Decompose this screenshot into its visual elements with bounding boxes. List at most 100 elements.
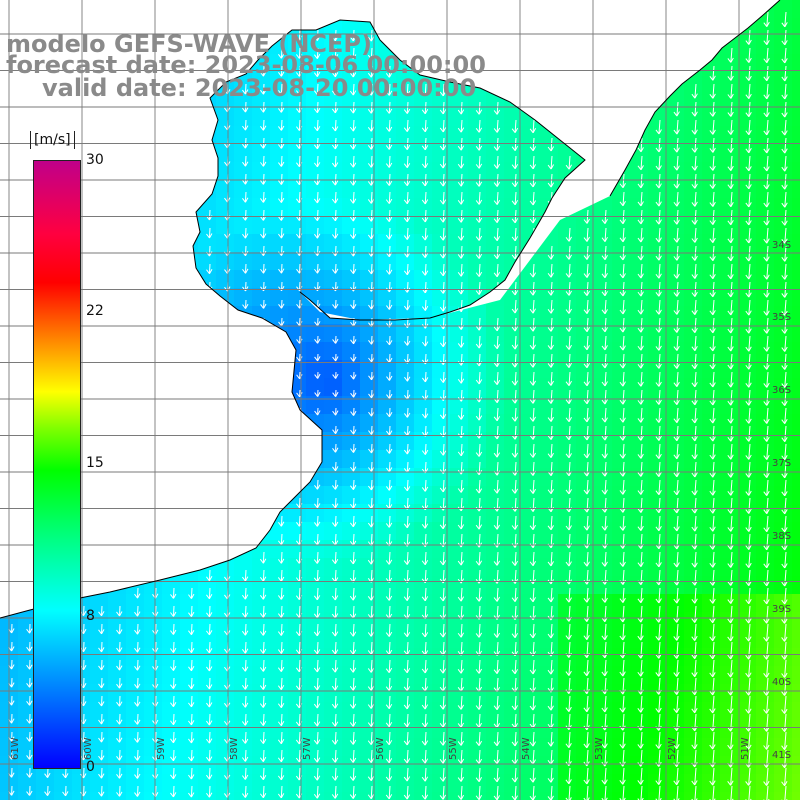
wind-speed-cell bbox=[234, 576, 253, 595]
colorbar-tick-15: 15 bbox=[86, 455, 104, 471]
wind-speed-cell bbox=[432, 486, 451, 505]
wind-speed-cell bbox=[540, 144, 559, 163]
wind-speed-cell bbox=[702, 558, 721, 577]
wind-speed-cell bbox=[378, 432, 397, 451]
wind-speed-cell bbox=[324, 468, 343, 487]
wind-speed-cell bbox=[252, 126, 271, 145]
wind-speed-cell bbox=[504, 612, 523, 631]
wind-speed-cell bbox=[468, 612, 487, 631]
colorbar-tick-22: 22 bbox=[86, 303, 104, 319]
wind-speed-cell bbox=[522, 306, 541, 325]
wind-speed-cell bbox=[792, 774, 800, 793]
wind-speed-cell bbox=[612, 324, 631, 343]
wind-speed-cell bbox=[648, 162, 667, 181]
wind-speed-cell bbox=[486, 108, 505, 127]
wind-speed-cell bbox=[252, 648, 271, 667]
wind-speed-cell bbox=[18, 702, 37, 721]
wind-speed-cell bbox=[162, 774, 181, 793]
wind-speed-cell bbox=[540, 738, 559, 757]
wind-speed-cell bbox=[738, 396, 757, 415]
wind-speed-cell bbox=[738, 126, 757, 145]
wind-arrow bbox=[475, 191, 483, 205]
wind-speed-cell bbox=[720, 792, 739, 800]
wind-speed-cell bbox=[738, 342, 757, 361]
wind-speed-cell bbox=[252, 90, 271, 109]
wind-speed-cell bbox=[774, 360, 793, 379]
wind-speed-cell bbox=[162, 702, 181, 721]
wind-speed-cell bbox=[594, 522, 613, 541]
wind-speed-cell bbox=[342, 720, 361, 739]
wind-arrow bbox=[457, 119, 465, 133]
wind-speed-cell bbox=[180, 612, 199, 631]
wind-speed-cell bbox=[450, 450, 469, 469]
wind-speed-cell bbox=[414, 558, 433, 577]
wind-arrow bbox=[709, 101, 716, 117]
longitude-label: 58W bbox=[229, 737, 240, 760]
wind-speed-cell bbox=[738, 432, 757, 451]
wind-speed-cell bbox=[792, 504, 800, 523]
wind-speed-cell bbox=[288, 198, 307, 217]
wind-speed-cell bbox=[558, 720, 577, 739]
wind-speed-cell bbox=[702, 198, 721, 217]
wind-speed-cell bbox=[216, 234, 235, 253]
wind-speed-cell bbox=[612, 432, 631, 451]
wind-speed-cell bbox=[234, 756, 253, 775]
wind-speed-cell bbox=[432, 720, 451, 739]
wind-speed-cell bbox=[504, 576, 523, 595]
wind-speed-cell bbox=[270, 792, 289, 800]
wind-speed-cell bbox=[558, 684, 577, 703]
wind-speed-cell bbox=[306, 684, 325, 703]
wind-speed-cell bbox=[630, 324, 649, 343]
wind-speed-cell bbox=[450, 486, 469, 505]
wind-arrow bbox=[745, 65, 752, 81]
wind-speed-cell bbox=[468, 666, 487, 685]
wind-speed-cell bbox=[342, 504, 361, 523]
wind-speed-cell bbox=[252, 180, 271, 199]
wind-speed-cell bbox=[756, 594, 775, 613]
wind-speed-cell bbox=[504, 468, 523, 487]
wind-speed-cell bbox=[432, 234, 451, 253]
latitude-label: 39S bbox=[772, 604, 791, 615]
wind-speed-cell bbox=[18, 720, 37, 739]
wind-speed-cell bbox=[684, 288, 703, 307]
wind-speed-cell bbox=[504, 324, 523, 343]
wind-speed-cell bbox=[756, 432, 775, 451]
wind-speed-cell bbox=[342, 666, 361, 685]
wind-speed-cell bbox=[630, 702, 649, 721]
wind-speed-cell bbox=[774, 414, 793, 433]
wind-speed-cell bbox=[702, 90, 721, 109]
wind-speed-cell bbox=[54, 792, 73, 800]
wind-speed-cell bbox=[90, 594, 109, 613]
wind-speed-cell bbox=[756, 108, 775, 127]
wind-speed-cell bbox=[378, 90, 397, 109]
wind-speed-cell bbox=[144, 792, 163, 800]
wind-speed-cell bbox=[774, 342, 793, 361]
wind-speed-cell bbox=[738, 792, 757, 800]
wind-speed-cell bbox=[756, 378, 775, 397]
wind-speed-cell bbox=[720, 378, 739, 397]
wind-speed-cell bbox=[540, 414, 559, 433]
wind-speed-cell bbox=[486, 126, 505, 145]
wind-arrow bbox=[367, 119, 375, 132]
wind-speed-cell bbox=[306, 162, 325, 181]
wind-speed-cell bbox=[522, 522, 541, 541]
wind-speed-cell bbox=[252, 738, 271, 757]
wind-speed-cell bbox=[540, 792, 559, 800]
wind-speed-cell bbox=[522, 576, 541, 595]
wind-speed-cell bbox=[162, 720, 181, 739]
wind-speed-cell bbox=[414, 126, 433, 145]
wind-speed-cell bbox=[414, 144, 433, 163]
wind-speed-cell bbox=[684, 270, 703, 289]
wind-speed-cell bbox=[594, 360, 613, 379]
wind-speed-cell bbox=[792, 468, 800, 487]
wind-speed-cell bbox=[504, 486, 523, 505]
wind-speed-cell bbox=[180, 594, 199, 613]
wind-speed-cell bbox=[468, 756, 487, 775]
wind-speed-cell bbox=[666, 396, 685, 415]
longitude-label: 61W bbox=[10, 737, 21, 760]
wind-speed-cell bbox=[594, 702, 613, 721]
wind-speed-cell bbox=[792, 486, 800, 505]
wind-speed-cell bbox=[666, 594, 685, 613]
wind-speed-cell bbox=[378, 342, 397, 361]
wind-speed-cell bbox=[702, 72, 721, 91]
